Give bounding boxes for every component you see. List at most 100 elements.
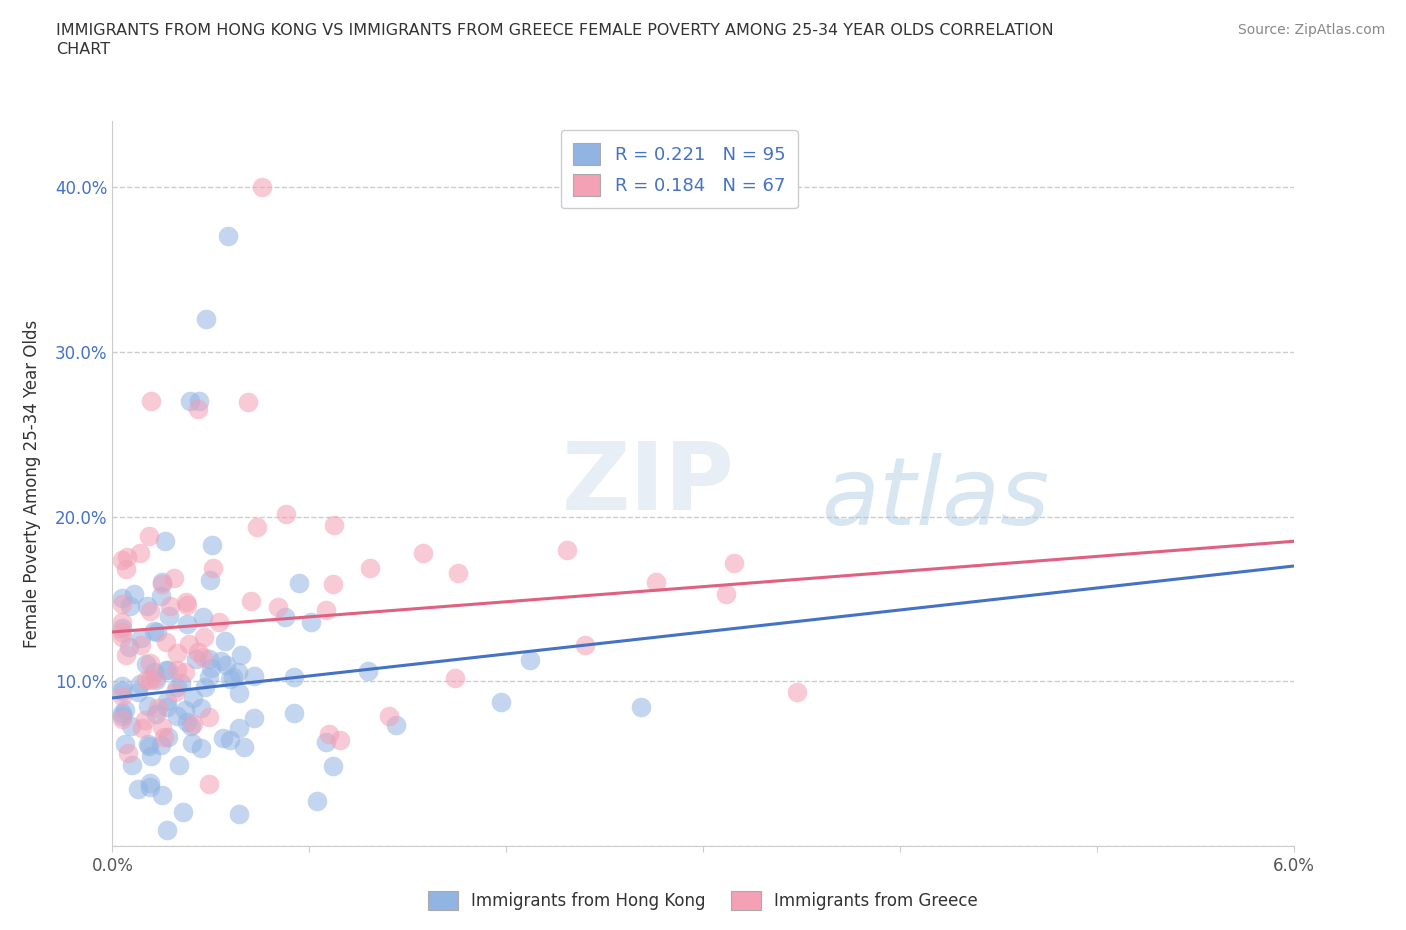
Point [200,661,222,676]
Point [135,657,157,671]
Point [139,779,162,794]
Point [155,662,177,677]
Point [181,717,204,732]
Point [157,609,180,624]
Point [283,670,305,684]
Point [187,402,209,417]
Point [156,700,179,715]
Point [145,624,167,639]
Point [630,700,652,715]
Point [385,717,408,732]
Point [177,637,200,652]
Point [217,229,239,244]
Point [152,575,174,590]
Point [250,179,273,194]
Point [138,656,160,671]
Point [138,604,160,618]
Point [114,737,136,751]
Point [111,709,134,724]
Point [142,665,165,680]
Point [153,729,176,744]
Point [197,777,219,791]
Text: IMMIGRANTS FROM HONG KONG VS IMMIGRANTS FROM GREECE FEMALE POVERTY AMONG 25-34 Y: IMMIGRANTS FROM HONG KONG VS IMMIGRANTS … [56,23,1054,38]
Point [444,671,467,685]
Point [149,589,172,604]
Point [236,394,259,409]
Point [111,620,134,635]
Point [322,759,344,774]
Point [193,610,215,625]
Point [166,679,188,694]
Point [139,672,162,687]
Legend: R = 0.221   N = 95, R = 0.184   N = 67: R = 0.221 N = 95, R = 0.184 N = 67 [561,130,799,208]
Point [145,673,167,688]
Point [184,651,207,666]
Point [111,624,134,639]
Point [197,710,219,724]
Point [121,757,143,772]
Point [315,603,337,618]
Point [315,735,337,750]
Point [157,729,180,744]
Point [111,688,134,703]
Point [194,680,217,695]
Point [240,593,263,608]
Point [190,700,212,715]
Point [166,646,188,661]
Point [243,711,266,725]
Point [288,576,311,591]
Point [118,599,141,614]
Point [118,640,141,655]
Legend: Immigrants from Hong Kong, Immigrants from Greece: Immigrants from Hong Kong, Immigrants fr… [422,884,984,917]
Point [129,546,152,561]
Point [191,650,214,665]
Point [299,614,322,629]
Point [129,677,152,692]
Point [644,575,666,590]
Point [200,538,222,552]
Point [122,587,145,602]
Point [150,720,173,735]
Point [318,726,340,741]
Point [111,552,134,567]
Point [136,698,159,713]
Point [786,684,808,699]
Point [135,599,157,614]
Point [723,556,745,571]
Point [221,670,243,684]
Point [165,684,187,699]
Point [218,671,240,686]
Point [274,507,297,522]
Point [218,733,240,748]
Point [129,637,152,652]
Point [166,663,188,678]
Point [174,664,197,679]
Point [135,672,157,687]
Point [115,550,138,565]
Point [197,652,219,667]
Point [243,669,266,684]
Point [714,587,737,602]
Point [136,737,159,751]
Point [176,714,198,729]
Point [152,787,174,802]
Point [194,312,217,326]
Point [176,617,198,631]
Point [181,735,204,750]
Point [139,776,162,790]
Point [155,635,177,650]
Point [228,685,250,700]
Point [111,705,134,720]
Point [215,658,238,672]
Point [138,738,160,753]
Point [169,757,191,772]
Point [134,712,156,727]
Point [163,570,186,585]
Y-axis label: Female Poverty Among 25-34 Year Olds: Female Poverty Among 25-34 Year Olds [24,320,41,647]
Point [226,665,249,680]
Point [111,615,134,630]
Point [198,573,221,588]
Point [190,740,212,755]
Point [121,719,143,734]
Point [111,678,134,693]
